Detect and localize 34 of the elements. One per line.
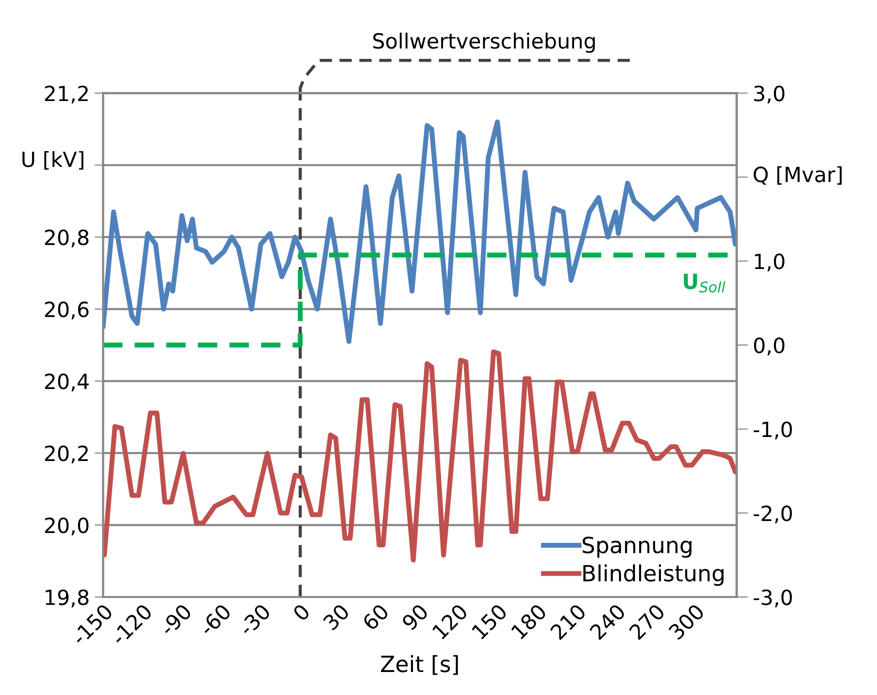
y2-tick-label: -3,0 xyxy=(754,589,792,608)
y2-tick-label: 3,0 xyxy=(754,86,784,104)
y-tick-label: 20,6 xyxy=(44,302,89,320)
y-tick-label: 19,8 xyxy=(46,589,88,608)
legend-label: Spannung xyxy=(582,536,692,558)
series-label: U$_{Soll}$ xyxy=(684,274,726,293)
y2-tick-label: -1,0 xyxy=(754,422,792,440)
x-tick-label: 150 xyxy=(471,603,508,640)
x-tick-label: 120 xyxy=(432,603,468,640)
ref-line-label: Sollwertverschiebung xyxy=(373,32,595,53)
y-axis-title: U [kV] xyxy=(22,151,84,170)
x-tick-label: 240 xyxy=(588,603,626,640)
x-tick-label: -60 xyxy=(198,603,232,637)
y-tick-label: 20,4 xyxy=(44,374,89,392)
x-tick-label: 180 xyxy=(510,603,548,640)
y-tick-label: 20,8 xyxy=(44,230,88,248)
y2-tick-label: -2,0 xyxy=(754,505,792,524)
y2-tick-label: 1,0 xyxy=(754,254,784,272)
x-tick-label: 270 xyxy=(628,603,666,640)
x-tick-label: 210 xyxy=(550,603,587,640)
x-tick-label: 60 xyxy=(362,603,390,631)
y2-axis-title: Q [Mvar] xyxy=(754,166,842,185)
x-tick-label: 300 xyxy=(668,603,706,640)
y-tick-label: 20,2 xyxy=(44,445,88,464)
x-axis-title: Zeit [s] xyxy=(380,655,458,675)
x-tick-label: 0 xyxy=(292,603,311,622)
x-tick-label: 90 xyxy=(400,603,429,632)
y2-tick-label: 0,0 xyxy=(754,338,784,356)
y-tick-label: 20,0 xyxy=(44,517,88,536)
legend-label: Blindleistung xyxy=(583,564,724,586)
y-tick-label: 21,2 xyxy=(44,86,88,104)
x-tick-label: -30 xyxy=(238,603,272,637)
x-tick-label: -90 xyxy=(158,603,192,637)
x-tick-label: 30 xyxy=(322,603,350,631)
